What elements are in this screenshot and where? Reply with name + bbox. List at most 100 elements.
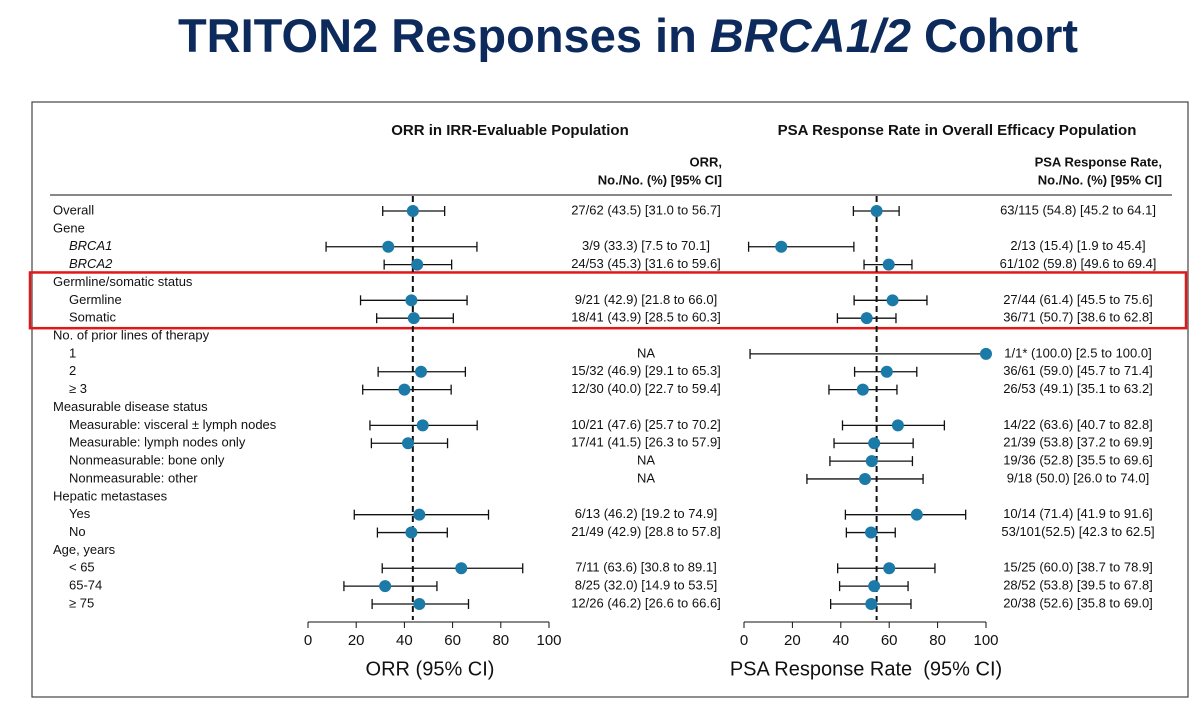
value-label: 12/26 (46.2) [26.6 to 66.6] <box>571 595 721 610</box>
point-estimate <box>407 312 420 325</box>
value-label: 3/9 (33.3) [7.5 to 70.1] <box>582 238 710 253</box>
row-label: 2 <box>69 363 76 378</box>
point-estimate <box>413 598 426 610</box>
group-label: Germline/somatic status <box>53 274 193 289</box>
point-estimate <box>868 437 881 450</box>
group-label: Gene <box>53 220 85 235</box>
value-label: 20/38 (52.6) [35.8 to 69.0] <box>1003 595 1153 610</box>
row-label: Somatic <box>69 310 116 325</box>
row-label: Nonmeasurable: bone only <box>69 453 225 468</box>
value-label: 27/62 (43.5) [31.0 to 56.7] <box>571 202 721 217</box>
point-estimate <box>413 508 426 521</box>
x-tick-label: 20 <box>784 632 801 649</box>
value-label: NA <box>637 345 655 360</box>
x-tick-label: 0 <box>304 632 312 649</box>
point-estimate <box>868 580 881 593</box>
row-label: Yes <box>69 506 91 521</box>
value-label: 36/71 (50.7) [38.6 to 62.8] <box>1003 310 1153 325</box>
point-estimate <box>859 472 871 485</box>
x-tick-label: 80 <box>492 632 509 649</box>
panel-title: ORR in IRR-Evaluable Population <box>391 122 629 139</box>
group-label: Age, years <box>53 542 116 557</box>
value-label: 18/41 (43.9) [28.5 to 60.3] <box>571 310 721 325</box>
row-label: BRCA1 <box>69 238 112 253</box>
value-label: 53/101(52.5) [42.3 to 62.5] <box>1001 524 1154 539</box>
point-estimate <box>870 205 883 217</box>
value-label: 17/41 (41.5) [26.3 to 57.9] <box>571 435 721 450</box>
row-label: 65-74 <box>69 578 102 593</box>
title-italic: BRCA1/2 <box>710 9 911 62</box>
frame <box>31 101 1189 698</box>
x-axis-label: ORR (95% CI) <box>366 658 495 680</box>
value-label: 28/52 (53.8) [39.5 to 67.8] <box>1003 578 1153 593</box>
value-label: 21/49 (42.9) [28.8 to 57.8] <box>571 524 721 539</box>
row-label: < 65 <box>69 560 95 575</box>
title-part: TRITON2 Responses in <box>178 9 697 62</box>
x-tick-label: 40 <box>832 632 849 649</box>
point-estimate <box>980 347 992 360</box>
point-estimate <box>415 365 428 378</box>
point-estimate <box>910 508 923 521</box>
point-estimate <box>856 383 869 396</box>
row-label: 1 <box>69 345 76 360</box>
value-label: 2/13 (15.4) [1.9 to 45.4] <box>1010 238 1145 253</box>
point-estimate <box>416 419 429 432</box>
point-estimate <box>402 437 415 450</box>
value-label: NA <box>637 453 655 468</box>
value-label: NA <box>637 470 655 485</box>
value-label: 15/25 (60.0) [38.7 to 78.9] <box>1003 560 1153 575</box>
row-label: Measurable: lymph nodes only <box>69 435 246 450</box>
x-axis-label: PSA Response Rate (95% CI) <box>730 658 1002 680</box>
value-label: 12/30 (40.0) [22.7 to 59.4] <box>571 381 721 396</box>
point-estimate <box>379 580 392 593</box>
column-header: No./No. (%) [95% CI] <box>598 172 722 187</box>
point-estimate <box>860 312 873 325</box>
point-estimate <box>398 383 411 396</box>
row-label: BRCA2 <box>69 256 113 271</box>
point-estimate <box>886 294 899 307</box>
highlight-box <box>28 271 1188 330</box>
x-tick-label: 60 <box>444 632 461 649</box>
x-tick-label: 100 <box>973 632 998 649</box>
point-estimate <box>865 455 878 468</box>
point-estimate <box>865 526 878 539</box>
value-label: 1/1* (100.0) [2.5 to 100.0] <box>1004 345 1151 360</box>
row-label: ≥ 3 <box>69 381 87 396</box>
x-tick-label: 40 <box>396 632 413 649</box>
group-label: Measurable disease status <box>53 399 208 414</box>
value-label: 6/13 (46.2) [19.2 to 74.9] <box>575 506 717 521</box>
title-part: Cohort <box>924 9 1078 62</box>
row-label: Germline <box>69 292 122 307</box>
x-tick-label: 0 <box>740 632 748 649</box>
point-estimate <box>455 562 468 575</box>
panel-title: PSA Response Rate in Overall Efficacy Po… <box>778 122 1137 139</box>
point-estimate <box>405 294 418 307</box>
value-label: 63/115 (54.8) [45.2 to 64.1] <box>1000 202 1156 217</box>
x-tick-label: 20 <box>348 632 365 649</box>
value-label: 7/11 (63.6) [30.8 to 89.1] <box>575 560 716 575</box>
column-header: No./No. (%) [95% CI] <box>1038 172 1162 187</box>
value-label: 27/44 (61.4) [45.5 to 75.6] <box>1003 292 1153 307</box>
group-label: No. of prior lines of therapy <box>53 327 210 342</box>
column-header: ORR, <box>690 154 723 169</box>
x-tick-label: 60 <box>881 632 898 649</box>
point-estimate <box>775 240 788 253</box>
row-label: Measurable: visceral ± lymph nodes <box>69 417 277 432</box>
value-label: 10/14 (71.4) [41.9 to 91.6] <box>1003 506 1153 521</box>
point-estimate <box>382 240 395 253</box>
point-estimate <box>880 365 893 378</box>
column-header: PSA Response Rate, <box>1035 154 1162 169</box>
row-label: Overall <box>53 202 94 217</box>
point-estimate <box>882 258 895 271</box>
value-label: 24/53 (45.3) [31.6 to 59.6] <box>571 256 721 271</box>
value-label: 9/21 (42.9) [21.8 to 66.0] <box>575 292 717 307</box>
value-label: 9/18 (50.0) [26.0 to 74.0] <box>1007 470 1149 485</box>
value-label: 26/53 (49.1) [35.1 to 63.2] <box>1003 381 1153 396</box>
value-label: 36/61 (59.0) [45.7 to 71.4] <box>1003 363 1153 378</box>
slide-title: TRITON2 Responses in BRCA1/2 Cohort <box>178 9 1078 62</box>
point-estimate <box>883 562 896 575</box>
value-label: 14/22 (63.6) [40.7 to 82.8] <box>1003 417 1153 432</box>
point-estimate <box>865 598 878 610</box>
group-label: Hepatic metastases <box>53 488 168 503</box>
